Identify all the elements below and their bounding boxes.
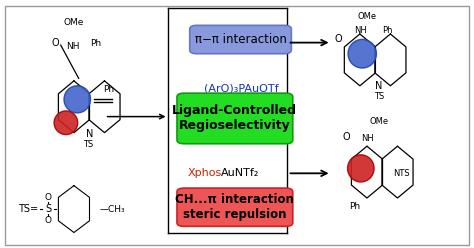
Ellipse shape	[348, 39, 376, 68]
Text: NH: NH	[361, 134, 374, 143]
Text: TS: TS	[83, 140, 93, 150]
Text: O: O	[51, 38, 59, 48]
Text: O: O	[343, 132, 350, 142]
Text: π−π interaction: π−π interaction	[195, 33, 286, 46]
Text: S: S	[45, 204, 51, 214]
Text: —CH₃: —CH₃	[100, 205, 126, 214]
Text: Ph: Ph	[383, 26, 393, 35]
Ellipse shape	[64, 86, 91, 113]
Text: O: O	[335, 34, 342, 44]
Text: NH: NH	[66, 42, 80, 51]
FancyBboxPatch shape	[190, 25, 292, 54]
Ellipse shape	[347, 155, 374, 182]
Text: OMe: OMe	[369, 117, 388, 126]
Text: OMe: OMe	[357, 12, 376, 21]
Ellipse shape	[54, 111, 78, 135]
Text: TS: TS	[374, 92, 384, 101]
Text: Ph: Ph	[349, 202, 360, 211]
Text: NH: NH	[354, 26, 367, 35]
Text: (ArO)₃PAuOTf: (ArO)₃PAuOTf	[204, 83, 279, 93]
Text: Ph: Ph	[103, 85, 114, 94]
Text: O: O	[45, 216, 52, 225]
FancyBboxPatch shape	[177, 188, 293, 226]
Text: CH...π interaction
steric repulsion: CH...π interaction steric repulsion	[175, 193, 294, 221]
Text: TS=: TS=	[18, 204, 38, 214]
Text: Xphos: Xphos	[187, 168, 222, 178]
Text: OMe: OMe	[64, 18, 84, 27]
Text: N: N	[375, 81, 383, 91]
Text: Ligand-Controlled
Regioselectivity: Ligand-Controlled Regioselectivity	[173, 104, 297, 132]
FancyBboxPatch shape	[177, 93, 293, 144]
Text: NTS: NTS	[393, 169, 410, 178]
Text: N: N	[86, 129, 93, 139]
FancyBboxPatch shape	[5, 6, 469, 245]
Text: AuNTf₂: AuNTf₂	[221, 168, 260, 178]
Text: Ph: Ph	[90, 39, 101, 48]
Text: O: O	[45, 193, 52, 202]
